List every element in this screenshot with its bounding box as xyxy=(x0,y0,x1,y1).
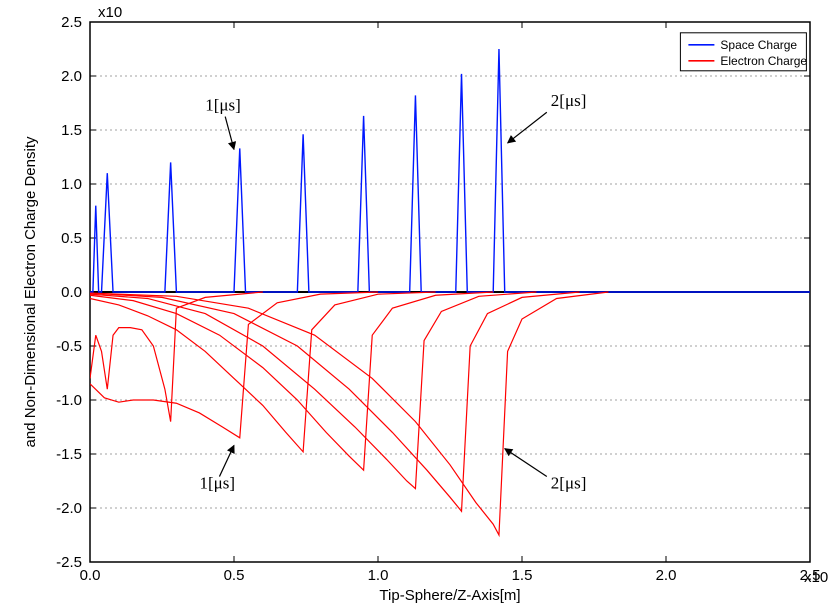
y-exponent-label: x10 xyxy=(98,4,122,21)
svg-text:1.5: 1.5 xyxy=(512,567,533,584)
svg-text:-2.0: -2.0 xyxy=(56,500,82,517)
svg-text:-1.5: -1.5 xyxy=(56,446,82,463)
svg-text:1.5: 1.5 xyxy=(61,122,82,139)
y-axis-label: and Non-Dimensional Electron Charge Dens… xyxy=(22,136,39,447)
annotation-1: 2[μs] xyxy=(551,91,587,110)
annotation-0: 1[μs] xyxy=(205,96,241,115)
svg-text:1.0: 1.0 xyxy=(61,176,82,193)
svg-text:-1.0: -1.0 xyxy=(56,392,82,409)
svg-text:0.5: 0.5 xyxy=(224,567,245,584)
legend-label-1: Electron Charge xyxy=(720,54,807,68)
svg-text:2.0: 2.0 xyxy=(656,567,677,584)
svg-text:2.5: 2.5 xyxy=(61,14,82,31)
x-axis-label: Tip-Sphere/Z-Axis[m] xyxy=(379,587,520,604)
x-exponent-label: x10 xyxy=(804,569,828,586)
svg-text:0.0: 0.0 xyxy=(61,284,82,301)
svg-text:-0.5: -0.5 xyxy=(56,338,82,355)
annotation-2: 1[μs] xyxy=(199,474,235,493)
chart-svg: 0.0 0.5 1.0 1.5 2.0 2.5 -2.5 -2.0 -1.5 -1.0 -0.5 0.… xyxy=(0,0,834,608)
annotation-3: 2[μs] xyxy=(551,474,587,493)
chart-container: 0.0 0.5 1.0 1.5 2.0 2.5 -2.5 -2.0 -1.5 -1.0 -0.5 0.… xyxy=(0,0,834,608)
svg-text:2.0: 2.0 xyxy=(61,68,82,85)
svg-text:0.0: 0.0 xyxy=(80,567,101,584)
svg-text:0.5: 0.5 xyxy=(61,230,82,247)
svg-text:1.0: 1.0 xyxy=(368,567,389,584)
legend-label-0: Space Charge xyxy=(720,38,797,52)
svg-text:-2.5: -2.5 xyxy=(56,554,82,571)
